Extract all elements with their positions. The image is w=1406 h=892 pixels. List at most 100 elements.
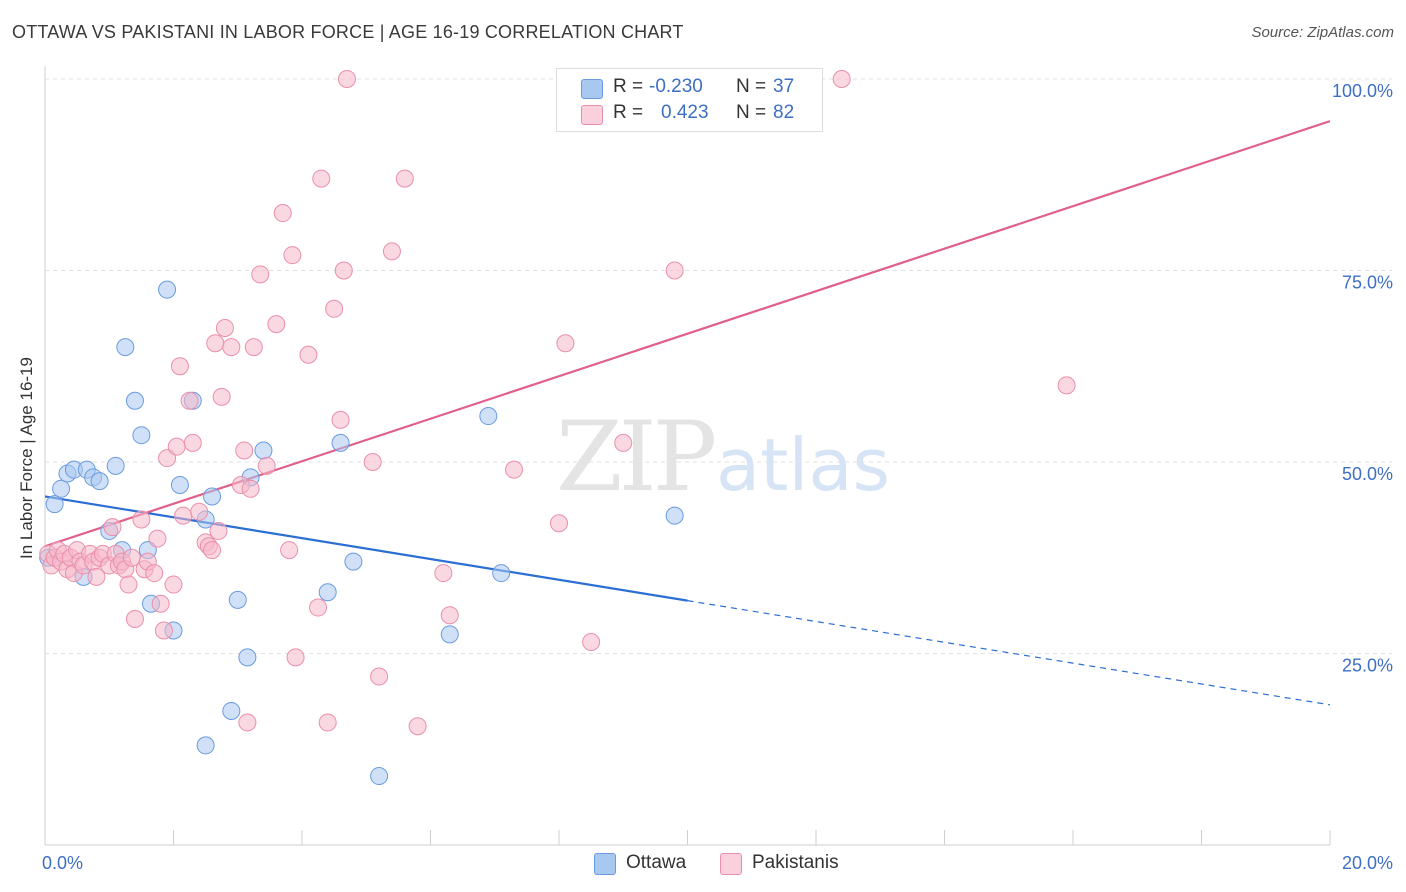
ottawa-point xyxy=(203,487,222,506)
ottawa-point xyxy=(479,407,498,426)
ottawa-point xyxy=(132,426,151,445)
pakistanis-point xyxy=(363,453,382,471)
pakistanis-point xyxy=(148,529,167,548)
pakistanis-swatch xyxy=(581,105,603,125)
ottawa-label: Ottawa xyxy=(626,852,687,873)
y-tick-label: 25.0% xyxy=(1342,656,1393,676)
pakistanis-point xyxy=(273,204,292,223)
pakistanis-point xyxy=(1057,376,1076,395)
ottawa-point xyxy=(370,767,389,786)
x-tick-label: 0.0% xyxy=(42,853,83,873)
pakistanis-point xyxy=(180,391,199,410)
ottawa-point xyxy=(318,583,337,602)
tick-labels: 100.0% 75.0% 50.0% 25.0% 0.0% 20.0% xyxy=(42,81,1393,873)
ottawa-point xyxy=(665,506,684,525)
pakistanis-point xyxy=(251,265,270,284)
pakistanis-point xyxy=(119,575,138,594)
correlation-legend: R = -0.230 N = 37 R = 0.423 N = 82 xyxy=(556,68,823,132)
pakistanis-point xyxy=(267,315,286,334)
pakistanis-point xyxy=(440,606,459,625)
ottawa-point xyxy=(440,625,459,644)
legend-r-value: 0.423 xyxy=(661,102,709,123)
legend-r-label: R = xyxy=(613,102,644,123)
pakistanis-point xyxy=(395,169,414,188)
pakistanis-point xyxy=(283,246,302,265)
pakistanis-point xyxy=(331,410,350,429)
pakistanis-point xyxy=(215,318,234,337)
ottawa-point xyxy=(254,441,273,460)
pakistanis-point xyxy=(312,169,331,188)
pakistanis-point xyxy=(614,433,633,452)
ottawa-point xyxy=(196,736,215,755)
pakistanis-point xyxy=(87,567,106,586)
pakistanis-point xyxy=(309,598,328,617)
pakistanis-point xyxy=(299,345,318,364)
pakistanis-point xyxy=(206,334,225,353)
y-tick-label: 75.0% xyxy=(1342,273,1393,293)
ottawa-point xyxy=(90,472,109,491)
pakistanis-point xyxy=(244,338,263,357)
y-tick-label: 100.0% xyxy=(1332,81,1393,101)
pakistanis-point xyxy=(408,717,427,736)
ottawa-point xyxy=(125,391,144,410)
pakistanis-point xyxy=(556,334,575,353)
pakistanis-swatch xyxy=(720,853,742,875)
watermark-zip: ZIP xyxy=(556,401,715,513)
pakistanis-point xyxy=(257,456,276,475)
pakistanis-point xyxy=(158,449,177,468)
pakistanis-point xyxy=(103,518,122,537)
data-points xyxy=(39,70,1076,786)
ottawa-point xyxy=(492,564,511,583)
pakistanis-point xyxy=(337,70,356,88)
x-tick-label: 20.0% xyxy=(1342,853,1393,873)
pakistanis-point xyxy=(154,621,173,640)
ottawa-point xyxy=(331,433,350,452)
pakistanis-point xyxy=(167,437,186,456)
pakistanis-point xyxy=(222,338,241,357)
ottawa-point xyxy=(228,590,247,609)
legend-r-value: -0.230 xyxy=(649,76,703,97)
pakistanis-point xyxy=(505,460,524,479)
ottawa-point xyxy=(116,338,135,357)
ottawa-point xyxy=(52,479,71,498)
pakistanis-point xyxy=(241,479,260,498)
legend-n-value: 37 xyxy=(773,76,795,97)
pakistanis-point xyxy=(132,510,151,529)
legend-n-label: N = xyxy=(736,76,767,97)
watermark-atlas: atlas xyxy=(716,423,890,507)
zipatlas-watermark: ZIP atlas xyxy=(556,401,890,513)
pakistanis-point xyxy=(434,564,453,583)
axes xyxy=(44,66,1331,846)
y-tick-label: 50.0% xyxy=(1342,464,1393,484)
pakistanis-point xyxy=(370,667,389,686)
trend-extension-ottawa xyxy=(687,600,1331,706)
pakistanis-point xyxy=(238,713,257,732)
pakistanis-point xyxy=(183,433,202,452)
source-credit: Source: ZipAtlas.com xyxy=(1251,24,1394,41)
pakistanis-point xyxy=(235,441,254,460)
trend-line-ottawa xyxy=(44,495,688,602)
pakistanis-point xyxy=(382,242,401,261)
pakistanis-label: Pakistanis xyxy=(752,852,839,873)
pakistanis-point xyxy=(125,610,144,629)
legend-r-label: R = xyxy=(613,76,644,97)
legend-n-value: 82 xyxy=(773,102,795,123)
grid-lines xyxy=(45,78,1392,654)
pakistanis-point xyxy=(280,541,299,560)
pakistanis-point xyxy=(209,521,228,540)
pakistanis-point xyxy=(334,261,353,280)
ottawa-point xyxy=(344,552,363,571)
ottawa-point xyxy=(222,701,241,720)
ottawa-point xyxy=(158,280,177,299)
pakistanis-point xyxy=(170,357,189,376)
pakistanis-point xyxy=(190,502,209,521)
pakistanis-point xyxy=(832,70,851,88)
ottawa-point xyxy=(106,456,125,475)
pakistanis-point xyxy=(325,299,344,318)
ottawa-point xyxy=(45,495,64,514)
pakistanis-point xyxy=(174,506,193,525)
chart-title: OTTAWA VS PAKISTANI IN LABOR FORCE | AGE… xyxy=(12,22,684,42)
pakistanis-point xyxy=(550,514,568,533)
pakistanis-point xyxy=(665,261,684,280)
